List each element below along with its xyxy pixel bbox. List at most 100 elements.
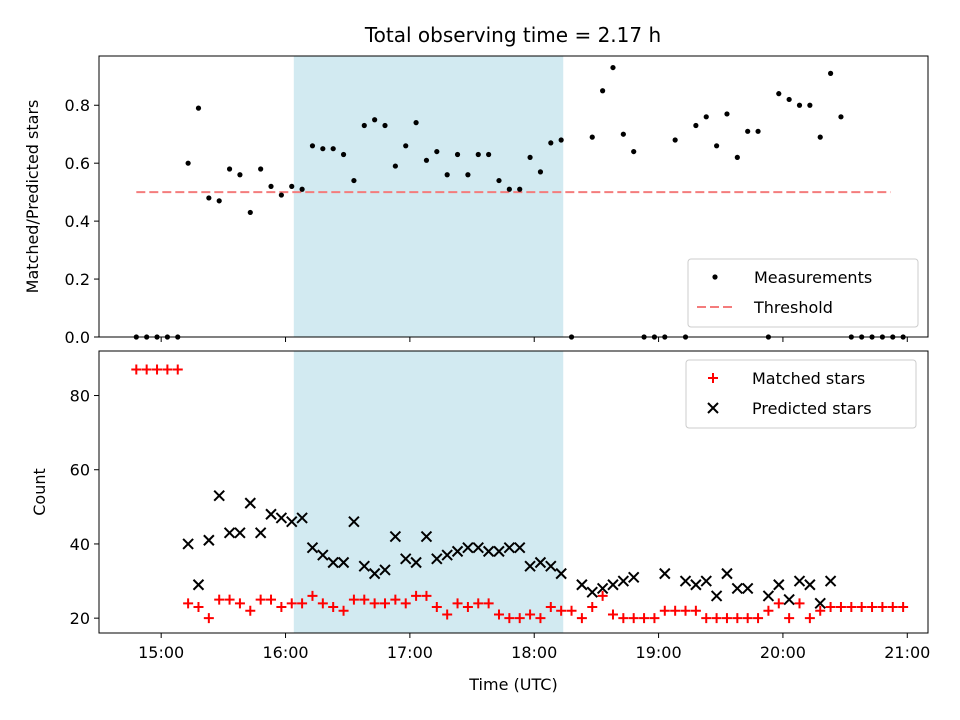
matched-star-point	[545, 602, 556, 613]
predicted-star-point	[213, 490, 225, 502]
measurement-point	[631, 148, 637, 155]
legend-label: Threshold	[753, 298, 833, 317]
predicted-star-point	[690, 579, 702, 591]
matched-star-point	[628, 613, 639, 624]
measurement-point	[475, 151, 481, 158]
matched-star-point	[556, 605, 567, 616]
measurement-point	[299, 186, 305, 192]
predicted-star-point	[275, 512, 288, 524]
measurement-point	[610, 64, 616, 71]
y-axis-label: Matched/Predicted stars	[23, 100, 42, 294]
matched-star-point	[493, 609, 504, 620]
panel-ratio: 0.0 0.2 0.4 0.6 0.8 Matched/Predicted stars Me…	[23, 55, 929, 347]
y-tick-label: 40	[70, 535, 90, 554]
measurement-point	[320, 146, 326, 152]
matched-star-point	[224, 594, 235, 605]
predicted-star-point	[814, 597, 826, 610]
measurement-point	[226, 166, 233, 172]
predicted-star-point	[617, 575, 630, 587]
matched-star-point	[431, 602, 442, 613]
matched-star-point	[131, 364, 142, 375]
matched-star-point	[535, 613, 546, 624]
legend-label: Predicted stars	[752, 399, 872, 418]
x-tick-label: 21:00	[884, 643, 930, 662]
chart-title: Total observing time = 2.17 h	[364, 23, 661, 47]
matched-star-point	[639, 613, 650, 624]
matched-star-point	[162, 364, 173, 375]
measurement-point	[755, 128, 761, 134]
matched-star-point	[359, 594, 370, 605]
predicted-star-point	[576, 579, 588, 591]
matched-star-point	[753, 613, 764, 624]
matched-star-point	[462, 602, 473, 613]
matched-star-point	[721, 613, 732, 624]
legend-marker-predicted	[707, 402, 719, 414]
measurement-point	[734, 154, 740, 160]
legend-box	[685, 359, 917, 429]
predicted-star-point	[254, 527, 267, 539]
legend-marker-matched	[708, 373, 718, 383]
predicted-star-point	[472, 541, 484, 554]
matched-star-point	[483, 598, 494, 609]
x-tick-label: 20:00	[760, 643, 806, 662]
matched-star-point	[784, 613, 795, 624]
measurement-point	[392, 163, 398, 169]
measurement-point	[537, 169, 544, 175]
matched-star-point	[618, 613, 629, 624]
predicted-star-point	[244, 497, 256, 509]
measurement-point	[620, 131, 626, 137]
measurement-point	[548, 140, 554, 146]
predicted-star-point	[679, 575, 692, 587]
matched-star-point	[400, 598, 411, 609]
measurement-point	[185, 160, 191, 166]
matched-star-point	[514, 613, 525, 624]
predicted-star-point	[545, 560, 557, 572]
predicted-star-point	[182, 538, 194, 550]
matched-star-point	[576, 613, 587, 624]
matched-star-point	[183, 598, 194, 609]
matched-star-point	[525, 609, 536, 620]
plot-frame	[98, 350, 929, 634]
matched-star-point	[442, 609, 453, 620]
matched-star-point	[266, 594, 277, 605]
measurement-point	[703, 114, 709, 120]
matched-star-point	[680, 605, 691, 616]
predicted-star-point	[358, 560, 370, 572]
predicted-star-point	[441, 549, 453, 561]
matched-star-point	[825, 602, 836, 613]
matched-star-point	[763, 605, 774, 616]
measurement-point	[745, 128, 751, 134]
y-axis-label: Count	[30, 468, 49, 516]
y-tick-label: 0.2	[65, 270, 90, 289]
measurement-point	[309, 143, 316, 149]
matched-star-point	[587, 602, 598, 613]
measurement-point	[496, 177, 502, 184]
predicted-star-point	[503, 541, 516, 554]
matched-star-point	[203, 613, 214, 624]
predicted-star-point	[773, 579, 785, 591]
matched-star-point	[846, 602, 857, 613]
measurement-point	[195, 105, 202, 111]
predicted-star-point	[741, 582, 754, 595]
matched-star-point	[804, 613, 815, 624]
measurement-point	[672, 137, 678, 143]
measurement-point	[434, 148, 440, 155]
predicted-star-point	[824, 575, 837, 587]
predicted-star-point	[482, 545, 495, 558]
matched-star-point	[732, 613, 743, 624]
predicted-star-point	[368, 567, 381, 580]
predicted-star-point	[223, 527, 236, 539]
measurement-point	[423, 157, 430, 163]
measurement-point	[724, 111, 730, 117]
matched-star-point	[711, 613, 722, 624]
matched-star-point	[877, 602, 888, 613]
predicted-star-point	[659, 567, 671, 580]
predicted-star-point	[389, 530, 402, 543]
legend-marker-measurement	[712, 274, 718, 280]
measurement-point	[714, 143, 720, 149]
predicted-star-point	[555, 567, 567, 580]
measurement-point	[330, 146, 336, 152]
x-tick-label: 17:00	[387, 643, 433, 662]
predicted-star-point	[493, 545, 505, 558]
